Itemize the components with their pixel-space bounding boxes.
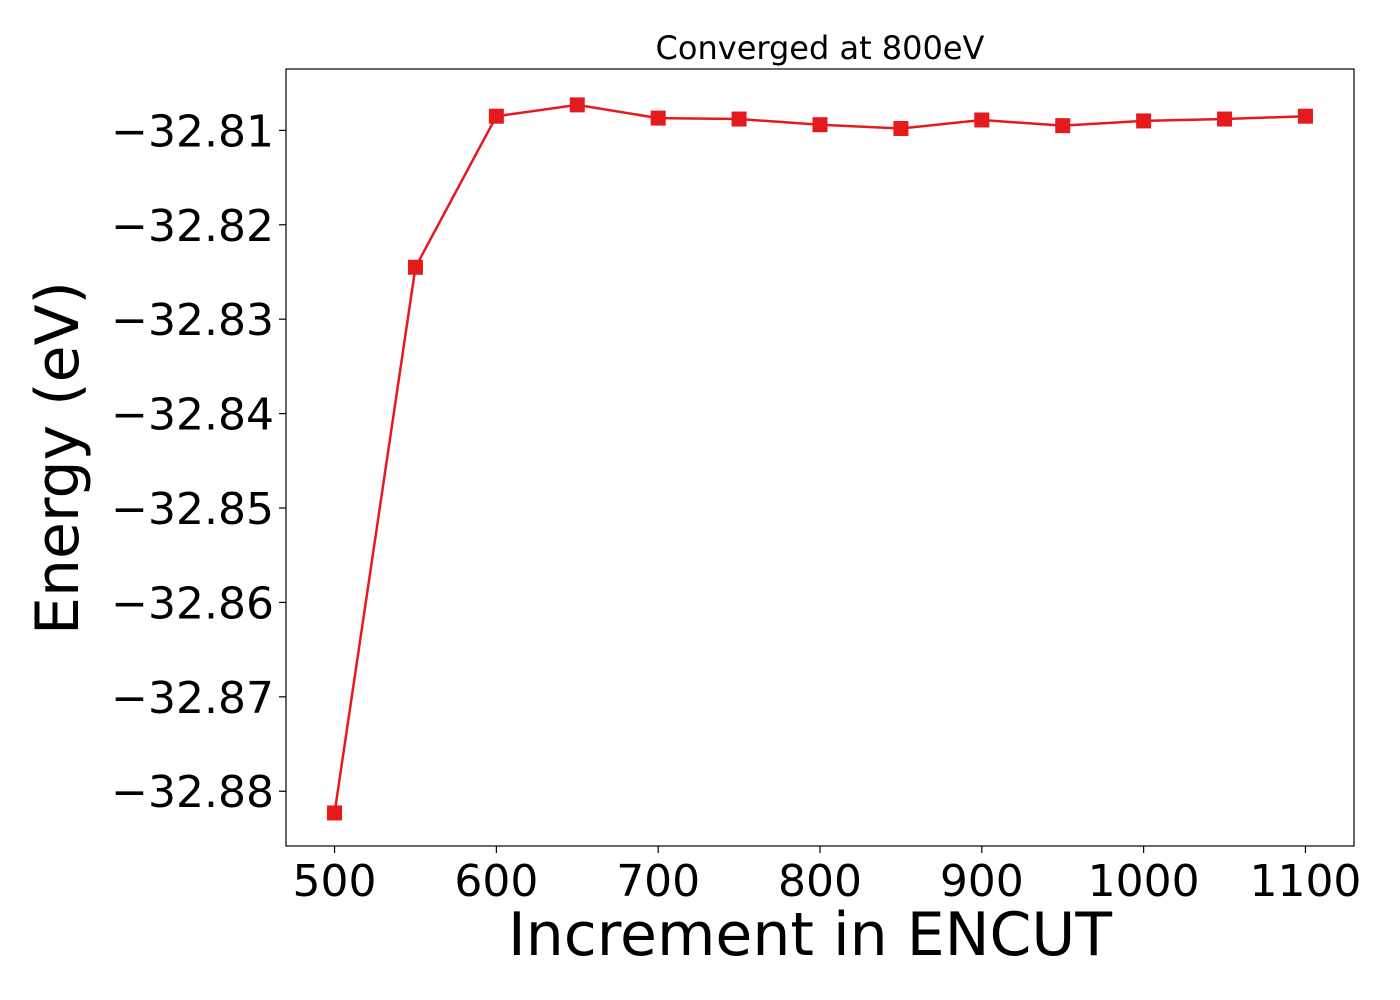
data-point-marker bbox=[731, 111, 747, 127]
x-tick-label: 900 bbox=[940, 856, 1024, 907]
y-axis-ticks: −32.81 −32.82 −32.83 −32.84 −32.85 −32.86 −32.… bbox=[111, 106, 286, 818]
plot-area-frame bbox=[285, 68, 1355, 847]
x-tick-label: 1000 bbox=[1088, 856, 1200, 907]
data-point-marker bbox=[974, 112, 990, 128]
y-axis-label: Energy (eV) bbox=[23, 281, 93, 635]
y-tick-label: −32.86 bbox=[111, 578, 274, 629]
x-axis-label: Increment in ENCUT bbox=[508, 900, 1112, 970]
data-point-marker bbox=[1136, 113, 1152, 129]
x-axis-ticks: 500 600 700 800 900 1000 1100 bbox=[293, 846, 1361, 907]
data-point-marker bbox=[327, 805, 343, 821]
series-line bbox=[333, 103, 1306, 814]
y-tick-label: −32.87 bbox=[111, 673, 274, 724]
x-tick-label: 500 bbox=[293, 856, 377, 907]
plot-series bbox=[327, 97, 1313, 821]
x-tick-label: 600 bbox=[454, 856, 538, 907]
data-point-marker bbox=[650, 110, 666, 126]
data-point-marker bbox=[1297, 108, 1313, 124]
x-tick-label: 800 bbox=[778, 856, 862, 907]
data-point-marker bbox=[407, 259, 423, 275]
y-tick-label: −32.85 bbox=[111, 484, 274, 535]
data-point-marker bbox=[488, 108, 504, 124]
data-point-marker bbox=[893, 120, 909, 136]
x-tick-label: 700 bbox=[616, 856, 700, 907]
data-point-marker bbox=[1217, 111, 1233, 127]
x-tick-label: 1100 bbox=[1249, 856, 1361, 907]
data-point-marker bbox=[1055, 118, 1071, 134]
data-point-marker bbox=[569, 97, 585, 113]
y-tick-label: −32.83 bbox=[111, 295, 274, 346]
y-tick-label: −32.82 bbox=[111, 201, 274, 252]
y-tick-label: −32.84 bbox=[111, 390, 274, 441]
chart-title: Converged at 800eV bbox=[656, 29, 985, 67]
y-tick-label: −32.88 bbox=[111, 767, 274, 818]
y-tick-label: −32.81 bbox=[111, 106, 274, 157]
data-point-marker bbox=[812, 117, 828, 133]
